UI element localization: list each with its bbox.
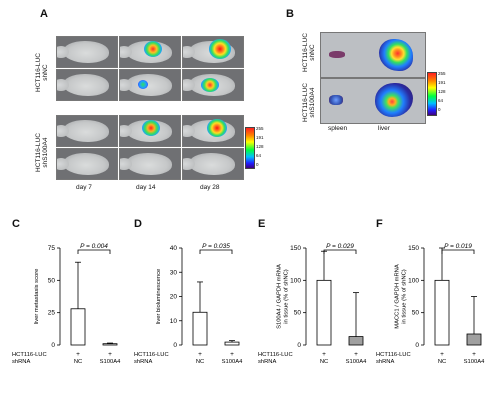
chart-c-category-nc: NC (74, 359, 82, 365)
chart-d-tick-label: 0 (173, 342, 177, 349)
panel-letter-e: E (258, 218, 266, 230)
chart-f-ylabel: MACC1 / GAPDH mRNA (395, 264, 401, 329)
chart-e-ylabel: in tissue (% of shNC) (284, 269, 290, 324)
chart-c-row-label-shrna: shRNA (12, 359, 30, 365)
chart-c-tick-label: 50 (48, 277, 56, 284)
chart-d-bar-nc (192, 311, 208, 346)
mouse-image-shnc-day7-bottom (56, 69, 118, 101)
panel-letter-d: D (134, 218, 142, 230)
mouse-image-shs100a4-day14-top (119, 115, 181, 147)
mouse-image-shnc-day14-bottom (119, 69, 181, 101)
chart-c-significance-bracket (77, 249, 111, 254)
chart-d-pvalue: P = 0.035 (202, 243, 230, 250)
chart-e-s100a4-sign: + (354, 351, 358, 358)
chart-c-tick-label: 0 (51, 342, 55, 349)
day-label-7: day 7 (76, 184, 92, 191)
chart-c-tick-label: 25 (48, 310, 56, 317)
panel-a-color-scale-ticks: 255 191 128 64 0 (256, 126, 264, 167)
organ-label-spleen: spleen (328, 125, 348, 132)
chart-d-tick-label: 20 (170, 294, 178, 301)
chart-d-s100a4-sign: + (230, 351, 234, 358)
chart-e-category-s100a4: S100A4 (346, 359, 367, 365)
panel-letter-f: F (376, 218, 383, 230)
chart-e-tick-label: 50 (294, 310, 302, 317)
chart-e-category-nc: NC (320, 359, 328, 365)
chart-e-significance-bracket (323, 249, 357, 254)
chart-f-tick-label: 0 (415, 342, 419, 349)
chart-d-bar-s100a4 (224, 341, 240, 346)
chart-c-nc-sign: + (76, 351, 80, 358)
chart-f-row-label-cells: HCT116-LUC (376, 352, 411, 358)
panel-letter-c: C (12, 218, 20, 230)
mouse-image-shs100a4-day28-bottom (182, 148, 244, 180)
chart-e-pvalue: P = 0.029 (326, 243, 354, 250)
chart-e-nc-sign: + (322, 351, 326, 358)
chart-c-pvalue: P = 0.004 (80, 243, 108, 250)
panel-a-color-scale-bar (245, 127, 255, 169)
mouse-image-shs100a4-day14-bottom (119, 148, 181, 180)
chart-e-row-label-shrna: shRNA (258, 359, 276, 365)
mouse-image-shnc-day28-bottom (182, 69, 244, 101)
chart-e-bar-s100a4 (348, 336, 364, 346)
chart-c-s100a4-sign: + (108, 351, 112, 358)
chart-c-category-s100a4: S100A4 (100, 359, 121, 365)
chart-d-significance-bracket (199, 249, 233, 254)
mouse-image-shnc-day28-top (182, 36, 244, 68)
chart-c-ylabel: liver metastasis score (34, 269, 40, 325)
chart-d-ylabel: liver bioluminescence (156, 269, 162, 324)
mouse-image-shs100a4-day28-top (182, 115, 244, 147)
chart-c-bar-s100a4 (102, 343, 118, 346)
chart-d-tick-label: 30 (170, 269, 178, 276)
chart-d-tick-label: 10 (170, 318, 178, 325)
chart-f-nc-sign: + (440, 351, 444, 358)
chart-d-row-label-cells: HCT116-LUC (134, 352, 169, 358)
chart-f-row-label-shrna: shRNA (376, 359, 394, 365)
chart-f-category-s100a4: S100A4 (464, 359, 485, 365)
chart-e-tick-label: 150 (290, 245, 301, 252)
mouse-image-shnc-day14-top (119, 36, 181, 68)
chart-c-tick-label: 75 (48, 245, 56, 252)
chart-f-significance-bracket (441, 249, 475, 254)
panel-letter-a: A (40, 8, 48, 20)
chart-c-bar-nc (70, 308, 86, 346)
mouse-image-shnc-day7-top (56, 36, 118, 68)
chart-f-tick-label: 50 (412, 310, 420, 317)
chart-f-tick-label: 100 (408, 277, 419, 284)
organ-image-shs100a4 (320, 78, 426, 124)
day-label-28: day 28 (200, 184, 220, 191)
organ-label-liver: liver (378, 125, 390, 132)
chart-c-row-label-cells: HCT116-LUC (12, 352, 47, 358)
chart-d-row-label-shrna: shRNA (134, 359, 152, 365)
chart-d-nc-sign: + (198, 351, 202, 358)
chart-f-s100a4-sign: + (472, 351, 476, 358)
panel-letter-b: B (286, 8, 294, 20)
panel-b-color-scale-bar (427, 72, 437, 116)
chart-d-category-nc: NC (196, 359, 204, 365)
chart-e-tick-label: 0 (297, 342, 301, 349)
chart-e-tick-label: 100 (290, 277, 301, 284)
chart-e-row-label-cells: HCT116-LUC (258, 352, 293, 358)
chart-e-bar-nc (316, 279, 332, 346)
chart-d-tick-label: 40 (170, 245, 178, 252)
chart-f-ylabel: in tissue (% of shNC) (402, 269, 408, 324)
mouse-image-shs100a4-day7-bottom (56, 148, 118, 180)
organ-image-shnc (320, 32, 426, 78)
chart-f-tick-label: 150 (408, 245, 419, 252)
mouse-image-shs100a4-day7-top (56, 115, 118, 147)
chart-f-pvalue: P = 0.019 (444, 243, 472, 250)
chart-e-ylabel: S100A4 / GAPDH mRNA (277, 264, 283, 329)
day-label-14: day 14 (136, 184, 156, 191)
chart-f-category-nc: NC (438, 359, 446, 365)
chart-f-bar-s100a4 (466, 333, 482, 346)
chart-d-category-s100a4: S100A4 (222, 359, 243, 365)
chart-f-bar-nc (434, 279, 450, 346)
panel-b-color-scale-ticks: 255 191 128 64 0 (438, 71, 446, 112)
